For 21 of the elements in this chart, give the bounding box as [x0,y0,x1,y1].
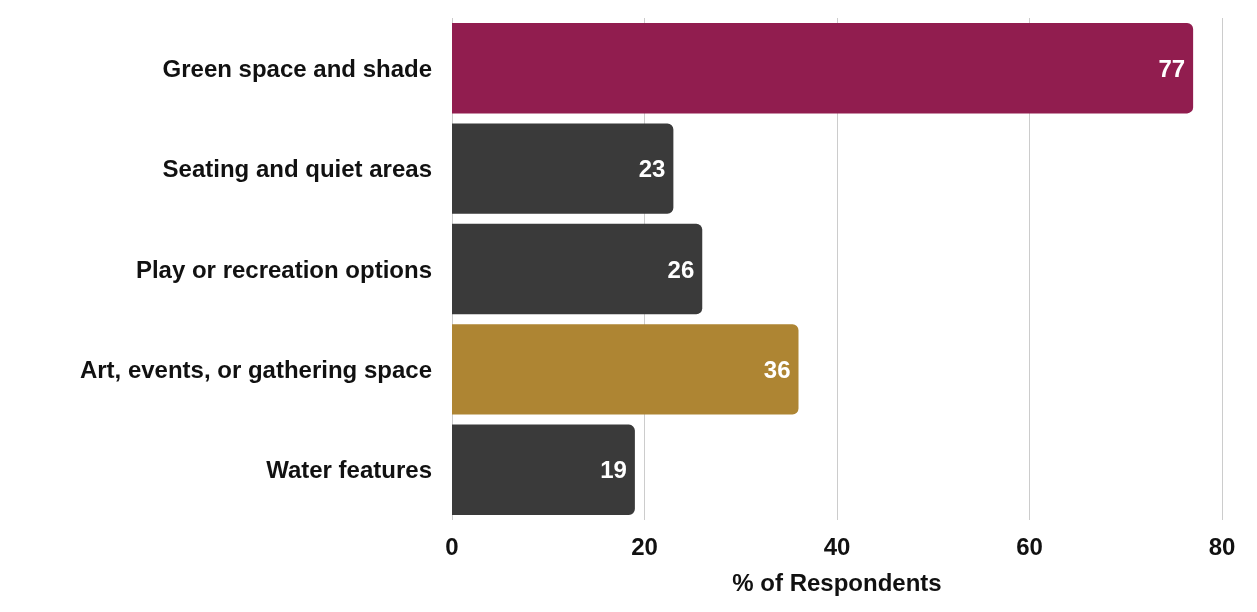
x-tick-label: 60 [1016,532,1043,560]
data-label: 77 [1158,54,1186,82]
bar [452,324,799,415]
y-tick-label: Seating and quiet areas [162,155,432,183]
bar [452,23,1194,114]
y-tick-label: Play or recreation options [135,255,432,283]
x-axis-title: % of Respondents [732,568,942,596]
data-label: 36 [763,355,791,383]
bar [452,424,635,515]
y-tick-label: Green space and shade [162,54,432,82]
data-label: 23 [638,155,666,183]
x-tick-label: 80 [1208,532,1236,560]
data-label: 19 [600,456,627,484]
bar [452,123,674,214]
bar [452,223,703,315]
data-label: 26 [667,255,695,283]
y-tick-label: Water features [266,456,432,484]
y-tick-label: Art, events, or gathering space [79,355,432,383]
x-tick-label: 40 [823,532,851,560]
x-tick-label: 0 [445,532,459,560]
x-tick-label: 20 [631,532,658,560]
